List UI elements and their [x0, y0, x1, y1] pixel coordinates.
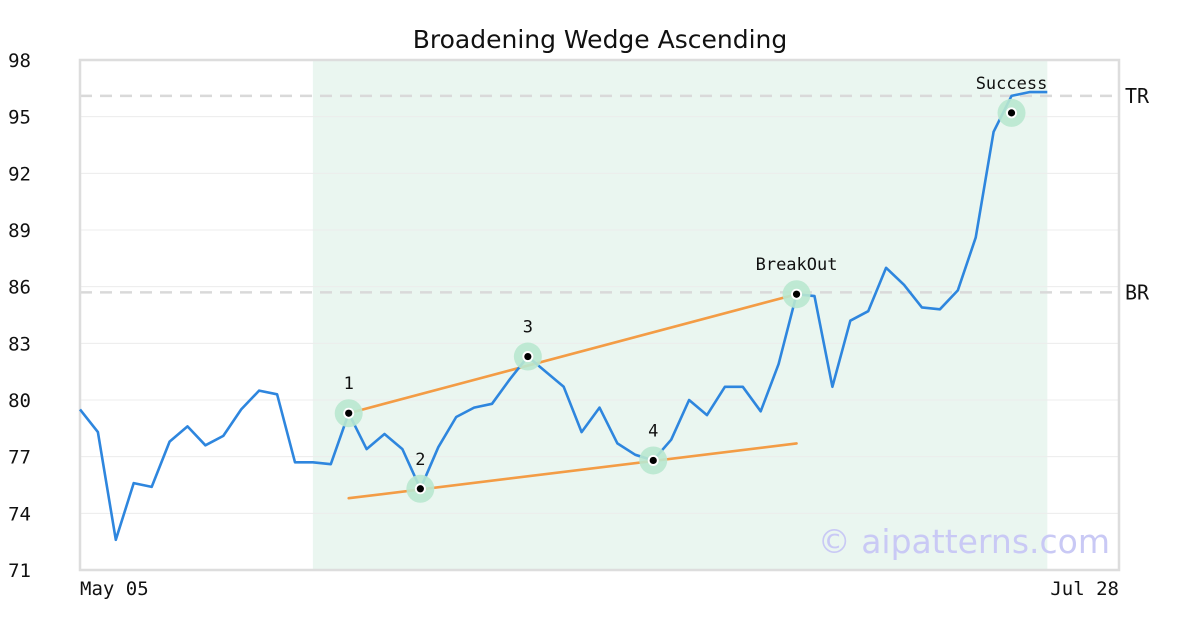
y-tick-label: 89: [8, 220, 31, 242]
price-series: [78, 90, 1048, 542]
pattern-region: [312, 60, 1048, 570]
price-line: [78, 90, 1048, 542]
watermark: © aipatterns.com: [818, 522, 1110, 561]
x-tick-label: May 05: [80, 578, 149, 600]
y-tick-label: 83: [8, 333, 31, 355]
pattern-points: 1 2 3 4 BreakOut Success: [334, 74, 1048, 503]
point-label: 1: [344, 374, 354, 394]
point-label: 3: [523, 318, 533, 338]
x-tick-label: Jul 28: [1050, 578, 1119, 600]
level-label: TR: [1125, 84, 1150, 108]
point-marker: [792, 290, 801, 298]
point-marker: [1007, 109, 1016, 117]
point-label: BreakOut: [756, 255, 838, 275]
trendline: [347, 292, 798, 415]
point-marker: [345, 409, 353, 417]
x-axis: May 05 Jul 28: [80, 578, 1119, 600]
point-marker: [649, 456, 657, 465]
level-lines: TR BR: [80, 84, 1150, 304]
y-tick-label: 95: [8, 107, 31, 129]
plot-frame: [78, 58, 1121, 572]
y-tick-label: 71: [8, 560, 31, 582]
level-label: BR: [1125, 280, 1150, 304]
chart-title: Broadening Wedge Ascending: [413, 25, 788, 54]
y-tick-label: 86: [8, 277, 31, 299]
y-tick-label: 74: [8, 503, 31, 525]
point-label: 2: [415, 450, 425, 470]
gridlines: [80, 59, 1119, 571]
point-marker: [524, 352, 532, 361]
y-tick-label: 77: [8, 447, 31, 469]
y-axis: 71 74 77 80 83 86 89 92 95 98: [8, 50, 31, 582]
y-tick-label: 98: [8, 50, 31, 72]
y-tick-label: 92: [8, 163, 31, 185]
y-tick-label: 80: [8, 390, 31, 412]
point-label: Success: [976, 74, 1048, 94]
point-marker: [416, 485, 424, 493]
point-label: 4: [648, 421, 658, 441]
